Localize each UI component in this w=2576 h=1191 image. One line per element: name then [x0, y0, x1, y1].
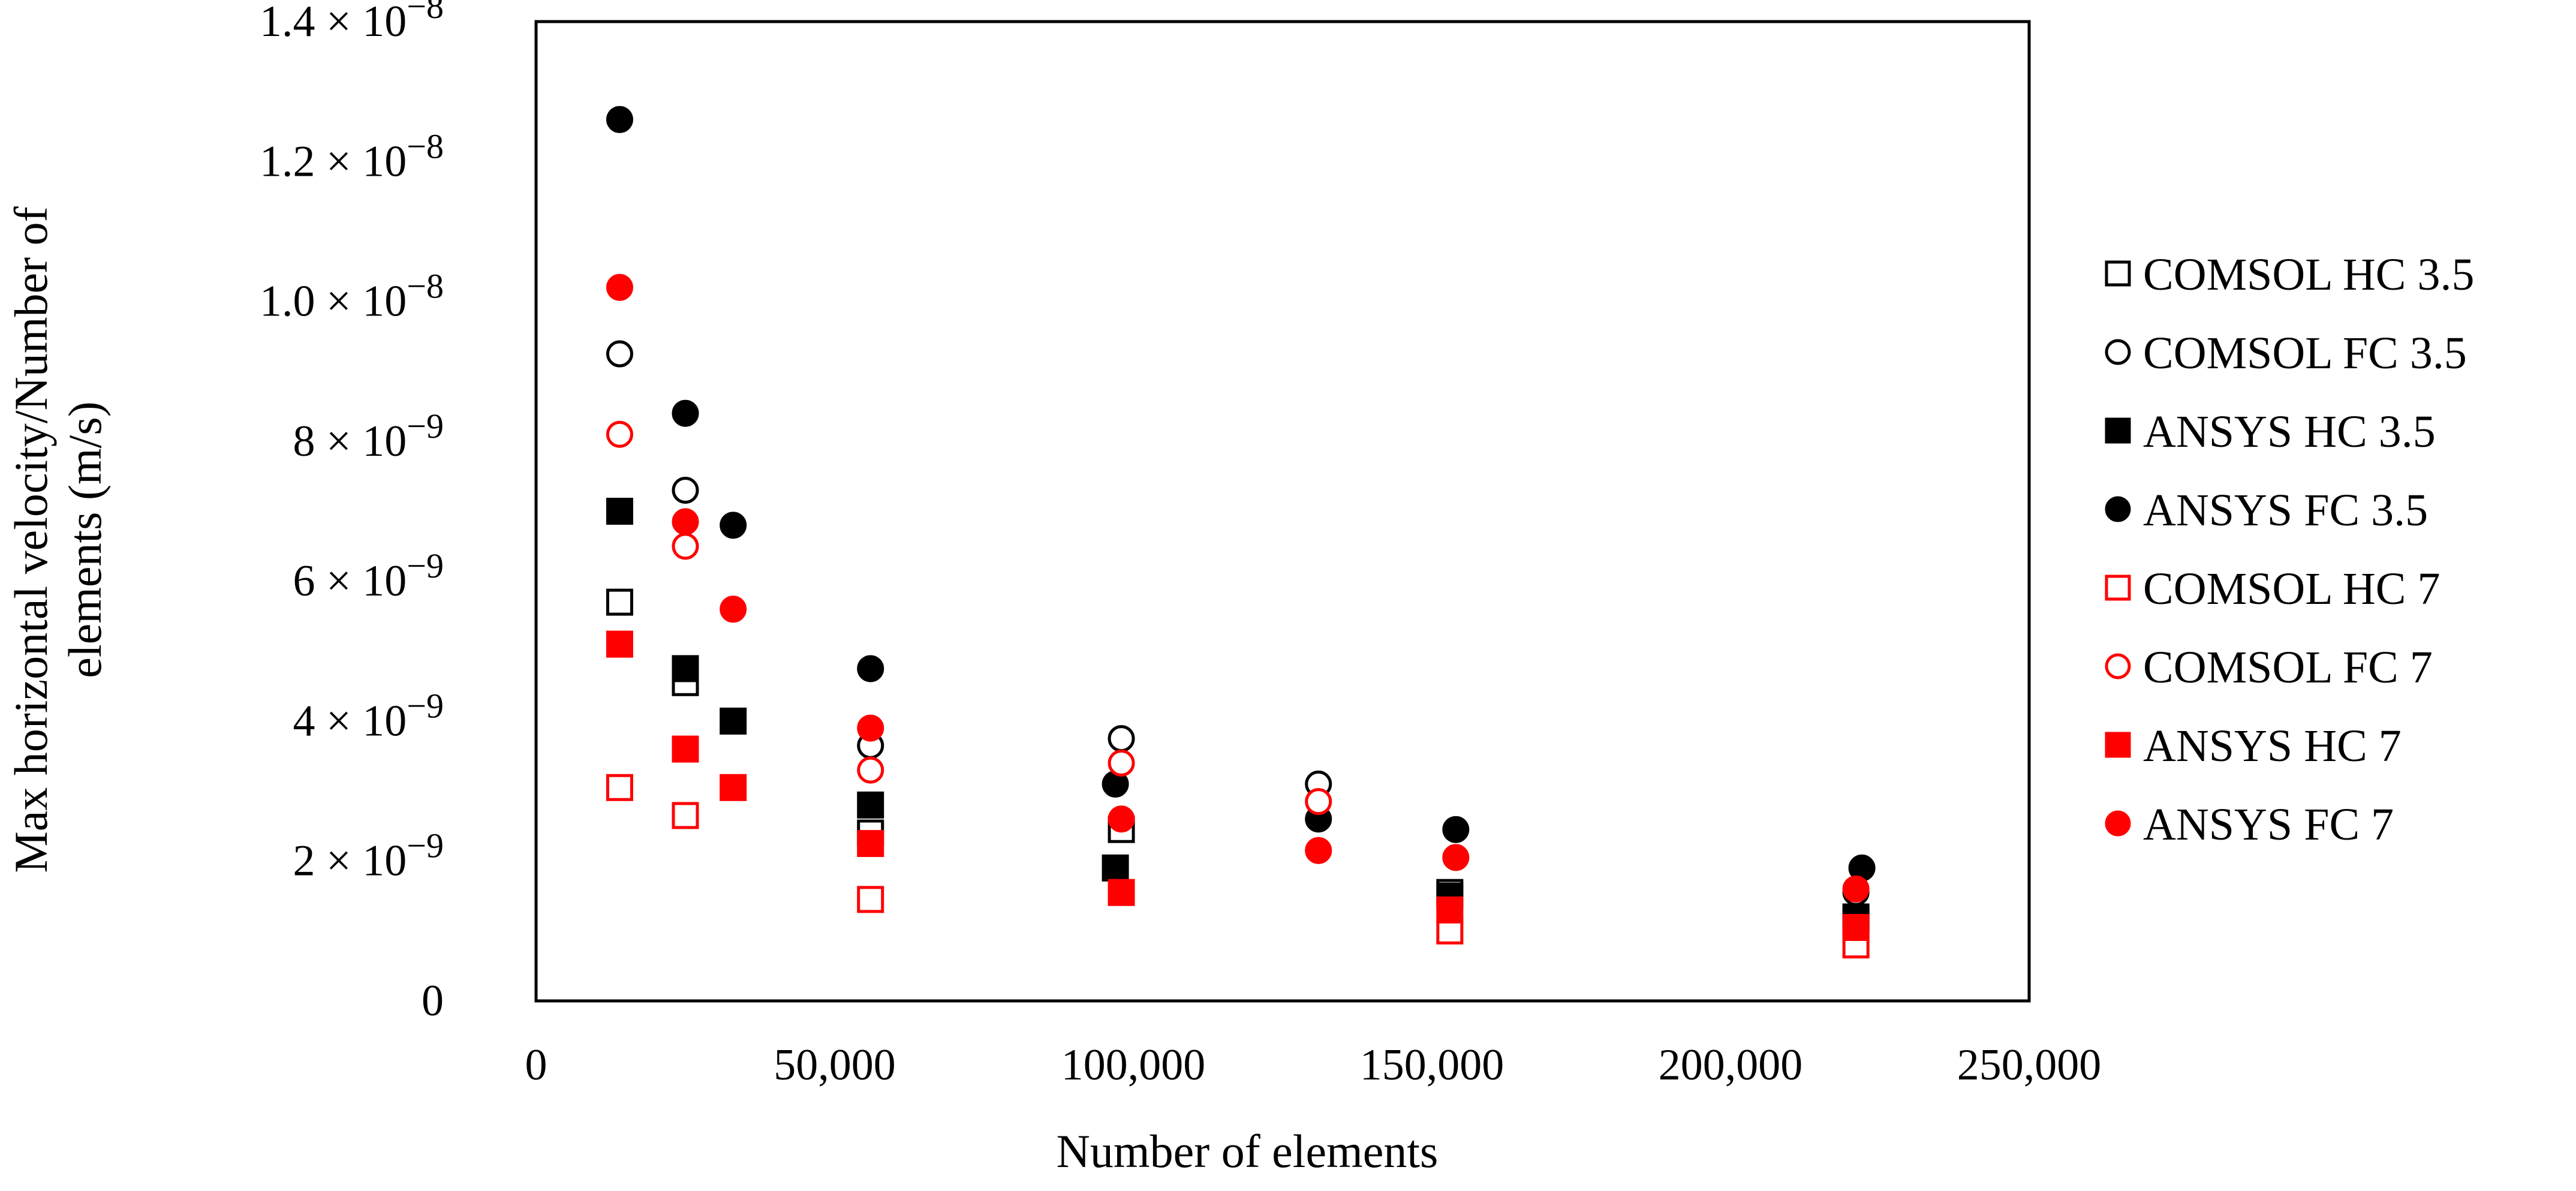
point-comsol-fc-7 — [606, 420, 633, 448]
legend-marker-ansys-fc-7 — [2105, 810, 2131, 837]
point-ansys-fc-7 — [672, 508, 699, 536]
point-ansys-fc-3-5 — [606, 106, 633, 133]
point-ansys-hc-3-5 — [606, 498, 633, 525]
point-ansys-hc-7 — [857, 830, 884, 858]
legend-marker-comsol-fc-3-5 — [2105, 339, 2131, 365]
point-ansys-hc-7 — [1842, 914, 1870, 942]
y-tick-label: 1.2 × 10−8 — [260, 127, 444, 186]
x-axis-title: Number of elements — [1057, 1125, 1439, 1177]
point-ansys-hc-7 — [1108, 879, 1135, 906]
legend-marker-comsol-hc-7 — [2105, 575, 2131, 601]
legend-label-ansys-fc-3-5: ANSYS FC 3.5 — [2143, 485, 2428, 536]
y-axis-title: Max horizontal velocity/Number of elemen… — [5, 206, 111, 873]
legend-label-comsol-hc-3-5: COMSOL HC 3.5 — [2143, 249, 2474, 300]
x-tick-label: 250,000 — [1957, 1040, 2102, 1090]
point-ansys-fc-7 — [1442, 844, 1470, 871]
point-ansys-hc-7 — [720, 774, 747, 801]
legend-marker-ansys-fc-3-5 — [2105, 496, 2131, 522]
point-ansys-fc-7 — [857, 714, 884, 742]
y-tick-label: 6 × 10−9 — [293, 546, 444, 606]
legend-marker-comsol-fc-7 — [2105, 653, 2131, 679]
legend-label-comsol-fc-3-5: COMSOL FC 3.5 — [2143, 328, 2467, 378]
x-tick-label: 200,000 — [1659, 1040, 1803, 1090]
point-comsol-fc-3-5 — [1108, 725, 1135, 753]
point-ansys-hc-3-5 — [720, 707, 747, 735]
y-tick-labels: 0 2 × 10−9 4 × 10−9 6 × 10−9 8 × 10−9 1.0 × 1… — [260, 0, 444, 1025]
legend-marker-comsol-hc-3-5 — [2105, 260, 2131, 287]
point-comsol-hc-3-5 — [606, 588, 633, 616]
point-comsol-hc-7 — [606, 774, 633, 801]
y-tick-label: 1.4 × 10−8 — [260, 0, 444, 46]
y-tick-label: 2 × 10−9 — [293, 826, 444, 886]
point-ansys-hc-3-5 — [857, 791, 884, 819]
point-ansys-fc-3-5 — [720, 512, 747, 539]
y-tick-label: 0 — [422, 976, 444, 1025]
point-ansys-hc-7 — [1436, 896, 1464, 924]
point-ansys-fc-3-5 — [672, 399, 699, 427]
point-ansys-hc-7 — [672, 735, 699, 763]
legend-marker-ansys-hc-7 — [2105, 732, 2131, 758]
x-tick-label: 150,000 — [1360, 1040, 1504, 1090]
y-tick-label: 4 × 10−9 — [293, 686, 444, 745]
point-comsol-fc-7 — [1108, 749, 1135, 777]
point-comsol-fc-7 — [857, 756, 884, 784]
point-comsol-hc-7 — [857, 886, 884, 913]
point-ansys-hc-3-5 — [1102, 854, 1129, 882]
point-comsol-fc-7 — [672, 533, 699, 560]
point-comsol-fc-3-5 — [672, 477, 699, 504]
legend-marker-ansys-hc-3-5 — [2105, 417, 2131, 444]
point-ansys-fc-3-5 — [857, 655, 884, 682]
y-axis-title-line-1: Max horizontal velocity/Number of — [5, 206, 57, 873]
plot-area-frame — [534, 20, 2031, 1003]
x-tick-label: 50,000 — [774, 1040, 896, 1090]
y-axis-title-line-2: elements (m/s) — [59, 401, 111, 678]
x-tick-labels: 0 50,000 100,000 150,000 200,000 250,000 — [525, 1040, 2102, 1090]
point-ansys-hc-7 — [606, 630, 633, 658]
point-ansys-hc-3-5 — [672, 655, 699, 682]
point-ansys-fc-7 — [720, 596, 747, 623]
legend-label-ansys-hc-3-5: ANSYS HC 3.5 — [2143, 407, 2436, 457]
x-tick-label: 0 — [525, 1040, 547, 1090]
point-ansys-fc-7 — [606, 273, 633, 301]
point-ansys-fc-7 — [1842, 875, 1870, 903]
legend-label-comsol-hc-7: COMSOL HC 7 — [2143, 564, 2440, 614]
legend-label-comsol-fc-7: COMSOL FC 7 — [2143, 642, 2433, 693]
legend-label-ansys-hc-7: ANSYS HC 7 — [2143, 721, 2402, 771]
legend: COMSOL HC 3.5 COMSOL FC 3.5 ANSYS HC 3.5 AN… — [2105, 249, 2474, 850]
y-tick-label: 1.0 × 10−8 — [260, 267, 444, 326]
data-points — [606, 106, 1876, 959]
point-comsol-fc-7 — [1305, 788, 1332, 816]
point-ansys-fc-7 — [1108, 805, 1135, 833]
point-ansys-fc-3-5 — [1442, 816, 1470, 843]
x-tick-label: 100,000 — [1061, 1040, 1206, 1090]
point-comsol-fc-3-5 — [606, 340, 633, 368]
y-tick-label: 8 × 10−9 — [293, 407, 444, 466]
point-ansys-fc-7 — [1305, 837, 1332, 864]
point-comsol-hc-7 — [672, 802, 699, 829]
legend-label-ansys-fc-7: ANSYS FC 7 — [2143, 799, 2394, 850]
